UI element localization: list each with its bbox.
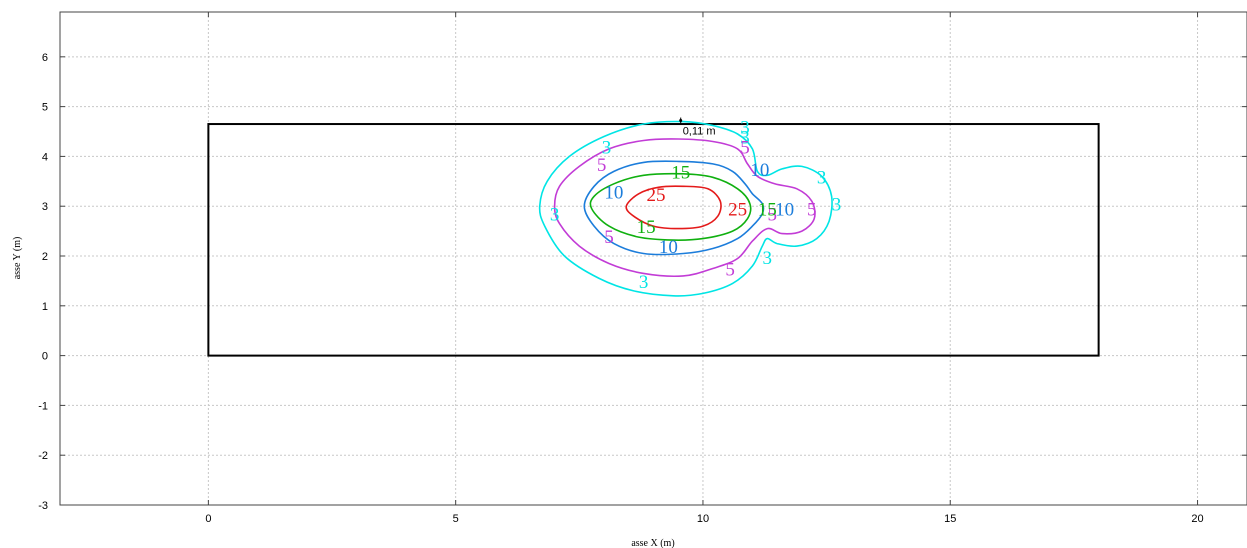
x-axis-label: asse X (m) (631, 538, 674, 548)
x-tick-label: 15 (944, 513, 956, 525)
y-tick-label: 4 (42, 151, 48, 163)
x-tick-label: 0 (205, 513, 211, 525)
contour-label-3: 3 (832, 195, 842, 216)
contour-label-10: 10 (659, 237, 678, 258)
y-tick-label: -3 (38, 500, 48, 512)
y-tick-label: 0 (42, 351, 48, 363)
y-tick-label: 6 (42, 52, 48, 64)
x-tick-label: 20 (1191, 513, 1203, 525)
contour-label-3: 3 (817, 167, 827, 188)
y-axis-label: asse Y (m) (12, 237, 23, 280)
annotation-point (679, 119, 682, 122)
contour-label-10: 10 (604, 182, 623, 203)
contour-label-3: 3 (763, 248, 773, 269)
grid-lines (60, 12, 1247, 505)
y-tick-label: 5 (42, 102, 48, 114)
contour-label-25: 25 (646, 185, 665, 206)
contour-label-5: 5 (597, 155, 607, 176)
contour-label-15: 15 (758, 200, 777, 221)
annotation-marker: 0,11 m (679, 118, 715, 138)
y-tick-label: 2 (42, 251, 48, 263)
annotation-label: 0,11 m (683, 126, 716, 138)
y-tick-label: 3 (42, 201, 48, 213)
x-tick-label: 5 (453, 513, 459, 525)
contour-label-5: 5 (807, 200, 817, 221)
y-tick-label: -2 (38, 450, 48, 462)
contour-label-3: 3 (550, 205, 560, 226)
contour-label-5: 5 (604, 227, 614, 248)
contour-label-10: 10 (750, 160, 769, 181)
contour-label-5: 5 (725, 259, 735, 280)
x-tick-label: 10 (697, 513, 709, 525)
contour-label-5: 5 (740, 137, 750, 158)
contour-label-10: 10 (775, 200, 794, 221)
contour-label-15: 15 (637, 217, 656, 238)
plot-frame (60, 12, 1247, 505)
contour-label-25: 25 (728, 200, 747, 221)
contour-label-15: 15 (671, 162, 690, 183)
y-tick-label: 1 (42, 301, 48, 313)
contour-label-3: 3 (639, 272, 649, 293)
y-tick-label: -1 (38, 400, 48, 412)
